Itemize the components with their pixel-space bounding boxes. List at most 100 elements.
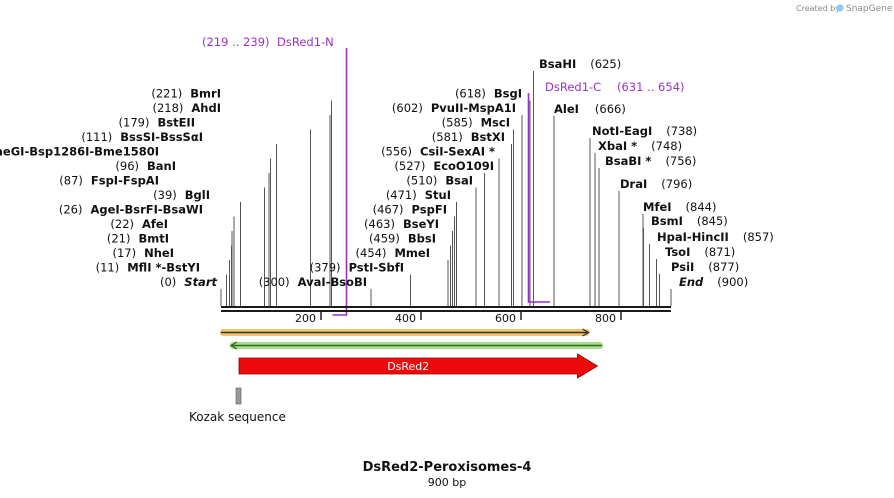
orf-reverse[interactable]: [229, 341, 603, 350]
site-middle-7[interactable]: (510) BsaI: [406, 174, 473, 188]
site-position: (618): [455, 87, 486, 101]
site-name: AgeI: [90, 203, 119, 217]
site-position: (11): [96, 261, 120, 275]
site-name: Bme1580I: [94, 145, 159, 159]
site-position: (379): [310, 261, 341, 275]
site-right-6[interactable]: HpaI - HincII (857): [657, 230, 774, 244]
site-name: End: [679, 275, 704, 289]
site-name: EcoO109I: [433, 159, 494, 173]
site-separator: -: [687, 230, 692, 244]
primer-arrow-dsred1-n: [332, 48, 348, 316]
site-left-6[interactable]: (39) BglI: [153, 188, 210, 202]
site-name: BsaBI *: [605, 154, 651, 168]
site-name: HpaI: [657, 230, 687, 244]
brand-created-by: Created by: [796, 4, 840, 13]
site-left-11[interactable]: (179) BstEII: [119, 116, 195, 130]
site-position: (585): [442, 116, 473, 130]
kozak-box: [235, 387, 242, 405]
site-separator: -: [24, 145, 29, 159]
site-left-7[interactable]: (87) FspI - FspAI: [59, 174, 159, 188]
site-right-5[interactable]: BsmI (845): [651, 214, 728, 228]
site-top-right-1[interactable]: AleI (666): [554, 102, 626, 116]
site-position: (471): [386, 188, 417, 202]
site-position: (96): [115, 159, 139, 173]
dsred2-arrow: [238, 353, 599, 379]
site-middle-8[interactable]: (527) EcoO109I: [394, 159, 494, 173]
feature-dsred2[interactable]: DsRed2: [238, 353, 599, 379]
orf-forward-arrowhead: [582, 328, 590, 337]
site-left-2[interactable]: (17) NheI: [113, 246, 175, 260]
site-right-1[interactable]: XbaI * (748): [598, 139, 682, 153]
site-name: Bsp1286I: [29, 145, 89, 159]
site-name: MmeI: [394, 246, 430, 260]
site-top-right-0[interactable]: BsaHI (625): [539, 57, 621, 71]
kozak-label: Kozak sequence: [189, 410, 286, 424]
site-separator: -: [89, 145, 94, 159]
site-name: BmrI: [190, 87, 221, 101]
site-left-3[interactable]: (21) BmtI: [107, 232, 169, 246]
site-left-13[interactable]: (221) BmrI: [151, 87, 221, 101]
site-middle-4[interactable]: (463) BseYI: [364, 217, 439, 231]
site-name: BsoBI: [330, 275, 367, 289]
ruler-tick-label: 800: [595, 312, 616, 325]
primer-dsred1-c[interactable]: DsRed1-C (631 .. 654): [527, 80, 685, 303]
site-separator: -: [373, 261, 378, 275]
site-middle-10[interactable]: (581) BstXI: [432, 130, 505, 144]
site-right-2[interactable]: BsaBI * (756): [605, 154, 696, 168]
site-left-0[interactable]: (0) Start: [160, 275, 218, 289]
orf-forward[interactable]: [220, 328, 590, 337]
site-middle-2[interactable]: (454) MmeI: [356, 246, 430, 260]
site-left-9[interactable]: (99)BaeGI - Bsp1286I - Bme1580I: [0, 145, 159, 159]
site-right-3[interactable]: DraI (796): [620, 177, 692, 191]
site-right-4[interactable]: MfeI (844): [643, 200, 716, 214]
site-position: (39): [153, 188, 177, 202]
site-left-10[interactable]: (111) BssSI - BssSαI: [81, 130, 203, 144]
site-separator: -: [118, 174, 123, 188]
site-name: BsaI: [445, 174, 473, 188]
site-middle-0[interactable]: (300) AvaI - BsoBI: [259, 275, 367, 289]
primer-dsred1-n[interactable]: (219 .. 239) DsRed1-N: [202, 35, 348, 316]
primer-label-dsred1-c: DsRed1-C: [545, 80, 601, 94]
site-middle-9[interactable]: (556) CsiI - SexAI *: [381, 145, 495, 159]
site-position: (738): [666, 124, 697, 138]
site-middle-12[interactable]: (602) PvuII - MspA1I: [392, 101, 516, 115]
site-middle-6[interactable]: (471) StuI: [386, 188, 451, 202]
sequence-backbone: [221, 306, 671, 312]
site-name: BstYI: [166, 261, 200, 275]
site-position: (748): [651, 139, 682, 153]
site-leader-lines: [220, 71, 672, 306]
site-position: (602): [392, 101, 423, 115]
primer-label-dsred1-n: DsRed1-N: [277, 35, 334, 49]
site-position: (22): [110, 217, 134, 231]
site-position: (218): [152, 101, 183, 115]
site-middle-13[interactable]: (618) BsgI: [455, 87, 522, 101]
site-separator: -: [162, 261, 167, 275]
site-right-7[interactable]: TsoI (871): [665, 245, 735, 259]
site-left-8[interactable]: (96) BanI: [115, 159, 176, 173]
site-name: HincII: [692, 230, 729, 244]
site-middle-11[interactable]: (585) MscI: [442, 116, 510, 130]
site-position: (510): [406, 174, 437, 188]
site-left-5[interactable]: (26) AgeI - BsrFI - BsaWI: [59, 203, 203, 217]
site-name: DraI: [620, 177, 647, 191]
site-left-1[interactable]: (11) MflI * - BstYI: [96, 261, 200, 275]
site-right-8[interactable]: PsiI (877): [671, 260, 739, 274]
site-name: NheI: [144, 246, 174, 260]
site-right-0[interactable]: NotI - EagI (738): [592, 124, 697, 138]
site-middle-1[interactable]: (379) PstI - SbfI: [310, 261, 404, 275]
site-left-4[interactable]: (22) AfeI: [110, 217, 168, 231]
site-separator: -: [155, 130, 160, 144]
site-right-9[interactable]: End (900): [679, 275, 748, 289]
site-name: XbaI *: [598, 139, 637, 153]
site-left-12[interactable]: (218) AhdI: [152, 101, 221, 115]
feature-kozak[interactable]: Kozak sequence: [189, 387, 286, 424]
site-name: SbfI: [378, 261, 404, 275]
site-name: MfeI: [643, 200, 672, 214]
site-middle-5[interactable]: (467) PspFI: [373, 203, 447, 217]
site-name: AleI: [554, 102, 579, 116]
site-name: BglI: [185, 188, 210, 202]
site-position: (844): [686, 200, 717, 214]
site-middle-3[interactable]: (459) BbsI: [369, 232, 436, 246]
primer-arrow-dsred1-c: [527, 93, 550, 303]
site-name: EagI: [624, 124, 652, 138]
